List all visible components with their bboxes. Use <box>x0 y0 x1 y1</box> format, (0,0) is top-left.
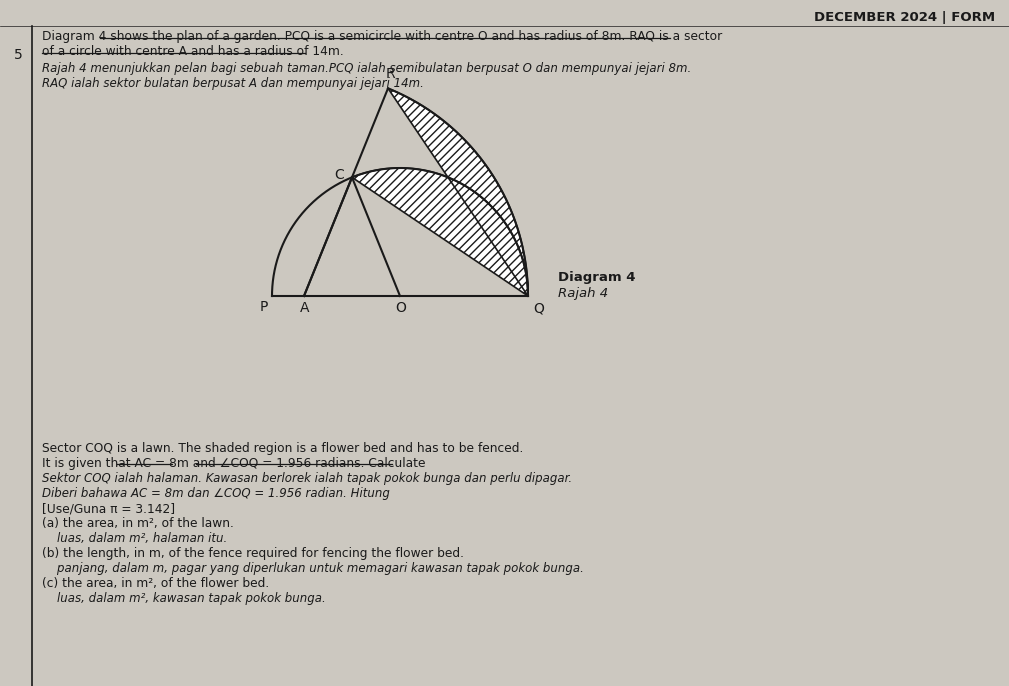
Text: Diagram 4 shows the plan of a garden. PCQ is a semicircle with centre O and has : Diagram 4 shows the plan of a garden. PC… <box>42 30 722 43</box>
Text: luas, dalam m², halaman itu.: luas, dalam m², halaman itu. <box>42 532 227 545</box>
Text: panjang, dalam m, pagar yang diperlukan untuk memagari kawasan tapak pokok bunga: panjang, dalam m, pagar yang diperlukan … <box>42 562 584 575</box>
Text: O: O <box>396 301 407 315</box>
Text: RAQ ialah sektor bulatan berpusat A dan mempunyai jejari 14m.: RAQ ialah sektor bulatan berpusat A dan … <box>42 77 424 90</box>
Text: of a circle with centre A and has a radius of 14m.: of a circle with centre A and has a radi… <box>42 45 344 58</box>
Text: A: A <box>301 301 310 315</box>
Text: (a) the area, in m², of the lawn.: (a) the area, in m², of the lawn. <box>42 517 234 530</box>
Text: Rajah 4 menunjukkan pelan bagi sebuah taman.PCQ ialah semibulatan berpusat O dan: Rajah 4 menunjukkan pelan bagi sebuah ta… <box>42 62 691 75</box>
Polygon shape <box>352 88 528 296</box>
Text: Diagram 4: Diagram 4 <box>558 272 636 285</box>
Text: DECEMBER 2024 | FORM: DECEMBER 2024 | FORM <box>814 11 995 24</box>
Text: It is given that AC = 8m and ∠COQ = 1.956 radians. Calculate: It is given that AC = 8m and ∠COQ = 1.95… <box>42 457 426 470</box>
Text: 5: 5 <box>14 48 22 62</box>
Text: C: C <box>334 168 344 182</box>
Text: [Use/Guna π = 3.142]: [Use/Guna π = 3.142] <box>42 502 176 515</box>
Text: Diberi bahawa AC = 8m dan ∠COQ = 1.956 radian. Hitung: Diberi bahawa AC = 8m dan ∠COQ = 1.956 r… <box>42 487 389 500</box>
Text: Sector COQ is a lawn. The shaded region is a flower bed and has to be fenced.: Sector COQ is a lawn. The shaded region … <box>42 442 524 455</box>
Text: R: R <box>385 67 395 82</box>
Text: Rajah 4: Rajah 4 <box>558 287 608 300</box>
Text: (c) the area, in m², of the flower bed.: (c) the area, in m², of the flower bed. <box>42 577 269 590</box>
Text: P: P <box>259 300 268 314</box>
Text: Q: Q <box>533 301 544 315</box>
Text: (b) the length, in m, of the fence required for fencing the flower bed.: (b) the length, in m, of the fence requi… <box>42 547 464 560</box>
Text: luas, dalam m², kawasan tapak pokok bunga.: luas, dalam m², kawasan tapak pokok bung… <box>42 592 326 605</box>
Text: Sektor COQ ialah halaman. Kawasan berlorek ialah tapak pokok bunga dan perlu dip: Sektor COQ ialah halaman. Kawasan berlor… <box>42 472 572 485</box>
